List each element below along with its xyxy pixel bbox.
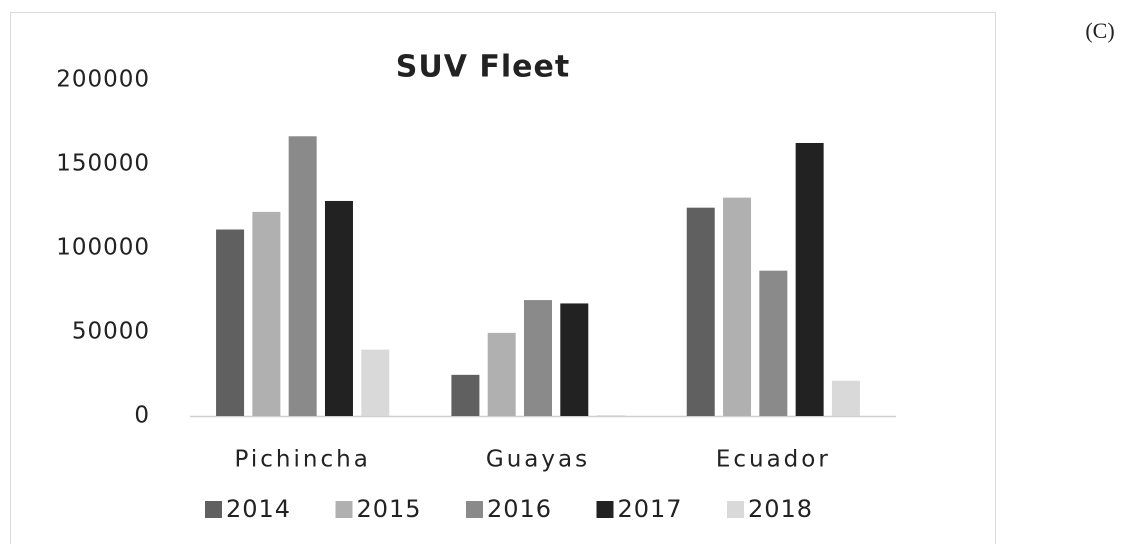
panel-label: (C) <box>1085 18 1114 43</box>
bar <box>795 143 824 416</box>
bar <box>686 207 715 416</box>
y-tick-label: 100000 <box>56 235 150 261</box>
chart-border <box>10 12 996 544</box>
legend-label: 2014 <box>226 495 291 523</box>
bar <box>831 380 860 416</box>
y-tick-label: 50000 <box>72 319 150 345</box>
legend-swatch <box>205 501 222 518</box>
bar <box>524 300 552 416</box>
legend-swatch <box>335 501 353 518</box>
legend-label: 2016 <box>487 495 552 523</box>
bar <box>324 200 353 416</box>
legend-label: 2017 <box>618 495 683 523</box>
y-tick-label: 150000 <box>56 151 150 177</box>
bar <box>288 136 317 416</box>
legend-label: 2015 <box>357 495 422 523</box>
x-tick-label: Ecuador <box>716 447 831 473</box>
chart-title: SUV Fleet <box>396 50 570 85</box>
legend-swatch <box>596 501 614 518</box>
bar <box>487 332 516 416</box>
bar <box>451 374 480 416</box>
y-tick-label: 200000 <box>56 67 150 93</box>
legend-swatch <box>727 501 744 518</box>
legend-label: 2018 <box>748 495 813 523</box>
bar <box>560 303 589 416</box>
x-tick-label: Guayas <box>486 447 590 473</box>
bar <box>252 211 281 416</box>
bar <box>759 270 788 416</box>
y-tick-label: 0 <box>134 403 150 429</box>
x-tick-label: Pichincha <box>235 447 371 473</box>
bar <box>723 197 752 416</box>
bar <box>596 415 625 416</box>
legend-swatch <box>466 501 483 518</box>
bar <box>216 229 245 416</box>
bar <box>361 349 390 416</box>
